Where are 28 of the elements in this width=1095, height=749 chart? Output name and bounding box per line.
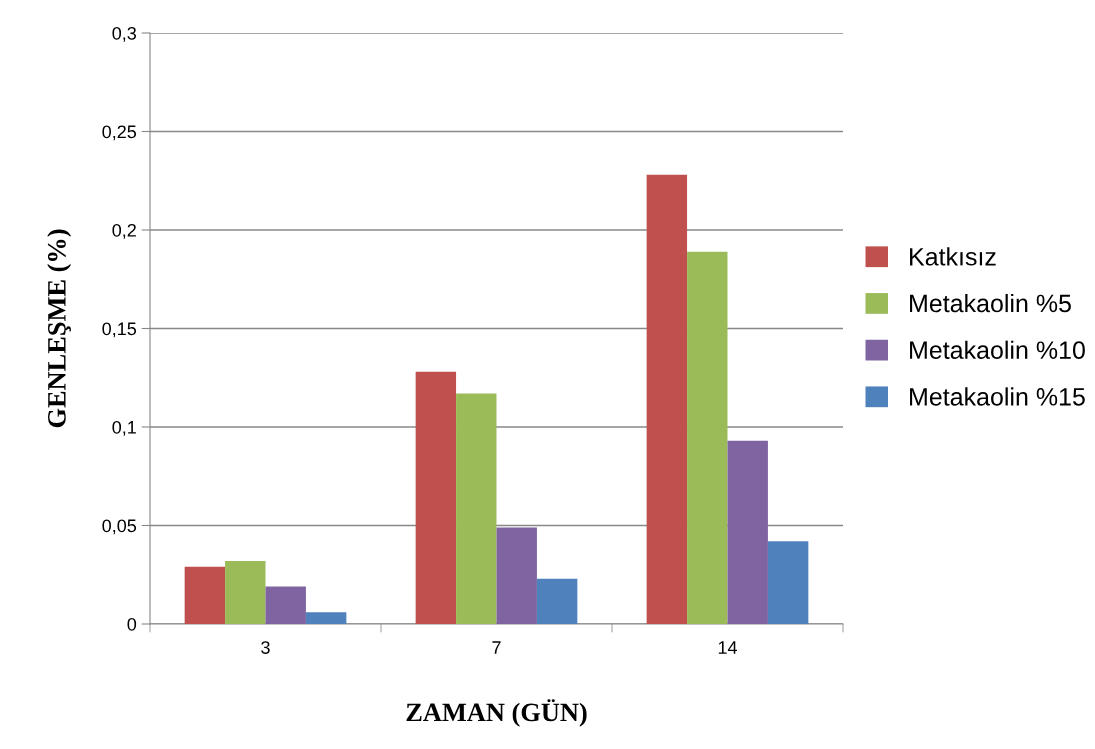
bar (536, 578, 578, 624)
y-tick-label: 0,15 (102, 322, 137, 338)
x-tick-label: 14 (718, 641, 738, 654)
bar (646, 174, 688, 624)
bar (687, 251, 728, 624)
x-tick-label: 3 (261, 641, 270, 654)
legend-label: Metakaolin %10 (910, 340, 1085, 359)
x-tick-label: 7 (492, 641, 501, 654)
y-tick-label: 0,2 (112, 223, 136, 239)
legend-label: Katkısız (910, 247, 996, 266)
bar (496, 527, 537, 624)
bar (184, 566, 226, 624)
bar (767, 541, 809, 624)
bar (225, 560, 266, 624)
y-tick-label: 0 (127, 617, 137, 631)
legend-label: Metakaolin %5 (910, 293, 1071, 313)
y-tick-label: 0,3 (112, 26, 137, 42)
y-tick-label: 0,1 (112, 420, 136, 436)
y-tick-label: 0,05 (102, 519, 137, 535)
bar (305, 612, 347, 624)
bar (727, 440, 768, 624)
x-axis-title: ZAMAN (GÜN) (406, 699, 587, 727)
bar (265, 586, 306, 624)
bar (415, 371, 457, 624)
y-tick-label: 0,25 (102, 125, 137, 141)
bar (456, 393, 497, 624)
y-axis-title: GENLEŞME (%) (47, 229, 72, 428)
legend-label: Metakaolin %15 (910, 387, 1085, 406)
